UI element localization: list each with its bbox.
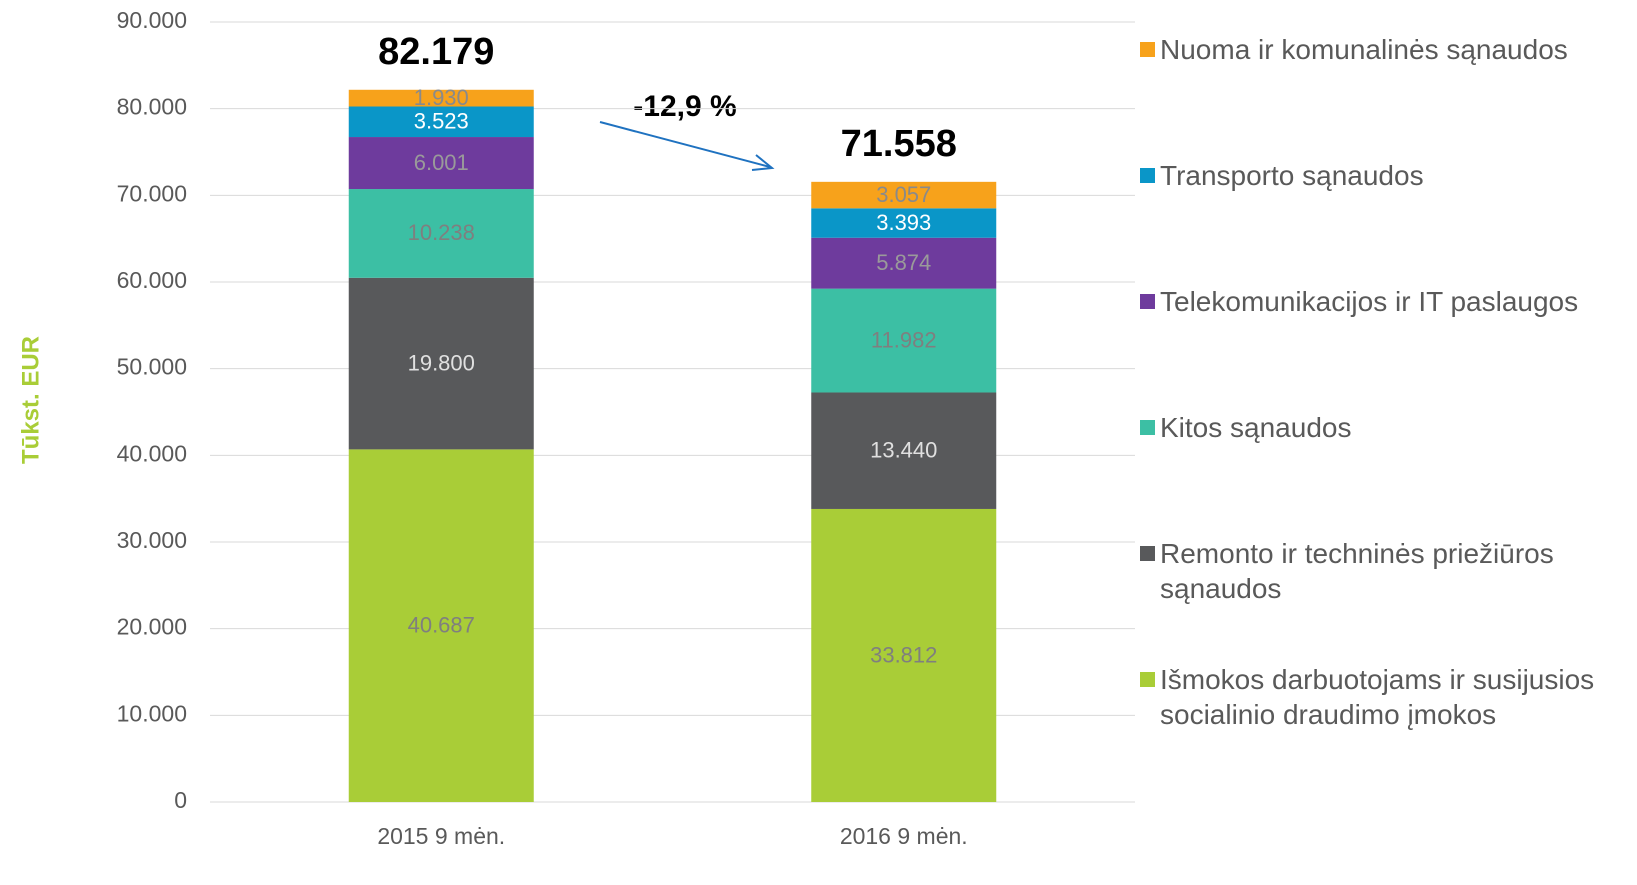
arrow-head	[751, 154, 775, 171]
legend-swatch	[1140, 294, 1155, 309]
bar-segment	[811, 208, 997, 238]
legend-swatch	[1140, 546, 1155, 561]
y-tick-label: 40.000	[117, 440, 187, 466]
y-tick-label: 30.000	[117, 527, 187, 553]
x-tick-label: 2016 9 mėn.	[840, 823, 968, 849]
y-tick-label: 70.000	[117, 180, 187, 206]
y-tick-label: 20.000	[117, 614, 187, 640]
legend-item: Telekomunikacijos ir IT paslaugos	[1140, 284, 1630, 319]
bar-segment	[348, 106, 534, 138]
y-tick-label: 50.000	[117, 354, 187, 380]
legend-label: Išmokos darbuotojams ir susijusios socia…	[1160, 664, 1595, 730]
y-tick-label: 80.000	[117, 94, 187, 120]
y-tick-label: 10.000	[117, 700, 187, 726]
legend-label: Kitos sąnaudos	[1160, 412, 1352, 443]
x-tick-label: 2015 9 mėn.	[377, 823, 505, 849]
value-label: 1.930	[414, 85, 469, 110]
legend-item: Nuoma ir komunalinės sąnaudos	[1140, 32, 1630, 67]
bar-segment	[348, 137, 534, 190]
bar-segment	[811, 181, 997, 209]
value-label: 3.057	[876, 182, 931, 207]
y-tick-label: 90.000	[117, 7, 187, 33]
bar-segment	[348, 89, 534, 107]
legend-swatch	[1140, 42, 1155, 57]
bar-segment	[348, 277, 534, 450]
arrow	[599, 121, 771, 168]
legend-swatch	[1140, 420, 1155, 435]
bar-segment	[811, 237, 997, 289]
value-label: 5.874	[876, 250, 931, 275]
y-tick-label: 0	[174, 787, 187, 813]
legend-swatch	[1140, 672, 1155, 687]
value-label: 3.523	[414, 109, 469, 134]
legend-item: Kitos sąnaudos	[1140, 410, 1630, 445]
total-label: 82.179	[378, 31, 494, 73]
bar-segment	[811, 288, 997, 393]
bar-segment	[348, 189, 534, 278]
legend-item: Išmokos darbuotojams ir susijusios socia…	[1140, 662, 1630, 732]
value-label: 6.001	[414, 150, 469, 175]
legend-label: Nuoma ir komunalinės sąnaudos	[1160, 34, 1568, 65]
value-label: 40.687	[408, 613, 475, 638]
change-label: -12,9 %	[633, 90, 736, 123]
bar-segment	[811, 508, 997, 802]
total-label: 71.558	[841, 123, 957, 165]
value-label: 11.982	[871, 327, 937, 352]
legend-label: Telekomunikacijos ir IT paslaugos	[1160, 286, 1579, 317]
legend-label: Transporto sąnaudos	[1160, 160, 1424, 191]
value-label: 13.440	[870, 438, 937, 463]
bar-segment	[811, 392, 997, 509]
value-label: 3.393	[876, 210, 931, 235]
value-label: 33.812	[870, 642, 937, 667]
bar-segment	[348, 449, 534, 802]
value-label: 19.800	[408, 350, 475, 375]
legend-item: Remonto ir techninės priežiūros sąnaudos	[1140, 536, 1630, 606]
legend-label: Remonto ir techninės priežiūros sąnaudos	[1160, 538, 1554, 604]
y-axis-label: Tūkst. EUR	[17, 336, 44, 464]
legend-swatch	[1140, 168, 1155, 183]
y-tick-label: 60.000	[117, 267, 187, 293]
value-label: 10.238	[408, 220, 475, 245]
legend-item: Transporto sąnaudos	[1140, 158, 1630, 193]
